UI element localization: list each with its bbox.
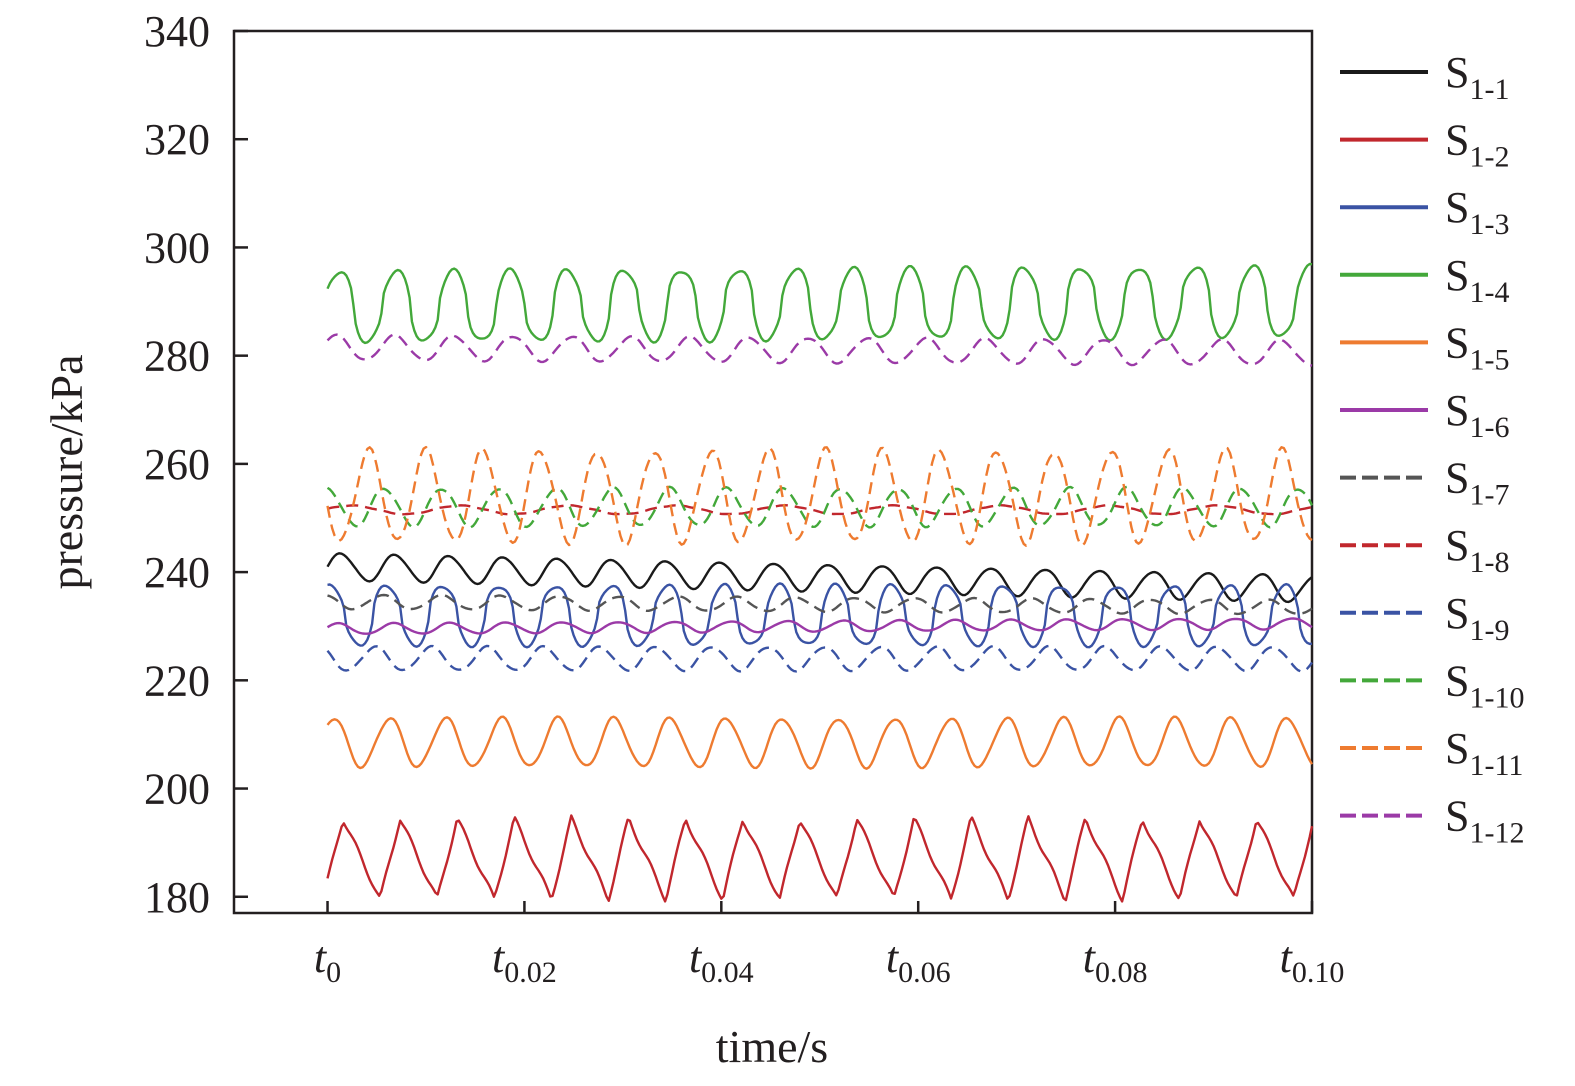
series-lines [326, 262, 1314, 903]
x-tick-label: t0.10 [1280, 933, 1345, 989]
legend-label: S1-10 [1445, 656, 1524, 714]
series-line-1-6 [326, 617, 1313, 635]
plot-frame [232, 29, 1314, 915]
series-line-1-11 [326, 445, 1313, 547]
legend-label: S1-3 [1445, 183, 1509, 241]
x-tick-label: t0.04 [689, 933, 754, 989]
legend-label: S1-2 [1445, 116, 1509, 174]
series-line-1-4 [326, 262, 1313, 345]
x-tick-label: t0.08 [1083, 933, 1148, 989]
legend-label: S1-12 [1445, 792, 1524, 850]
x-tick-label: t0.02 [492, 933, 557, 989]
y-axis-ticks: 180 200 220 240 260 280 300 320 340 [144, 7, 248, 922]
y-tick-label: 280 [144, 332, 210, 381]
y-tick-label: 220 [144, 656, 210, 705]
y-tick-label: 240 [144, 548, 210, 597]
series-line-1-9 [326, 644, 1313, 673]
legend-label: S1-9 [1445, 589, 1509, 647]
legend-label: S1-5 [1445, 318, 1509, 376]
x-axis-ticks: t0 t0.02 t0.04 t0.06 t0.08 t0.10 [314, 901, 1344, 989]
y-tick-label: 340 [144, 7, 210, 56]
legend: S1-1 S1-2 S1-3 S1-4 S1-5 S1-6 S1-7 S1-8 S1-9 S1-1… [1340, 48, 1524, 850]
y-tick-label: 300 [144, 223, 210, 272]
legend-label: S1-4 [1445, 251, 1509, 309]
legend-label: S1-7 [1445, 454, 1509, 512]
y-tick-label: 200 [144, 765, 210, 814]
series-line-1-8 [327, 504, 1313, 516]
x-tick-label: t0 [314, 933, 341, 989]
series-line-1-3 [327, 582, 1313, 649]
legend-label: S1-6 [1445, 386, 1509, 444]
legend-label: S1-1 [1445, 48, 1509, 106]
series-line-1-1 [326, 552, 1313, 604]
series-line-1-2 [326, 814, 1314, 903]
x-axis-title: time/s [716, 1021, 828, 1072]
y-axis-title: pressure/kPa [41, 354, 92, 589]
series-line-1-10 [326, 485, 1314, 529]
legend-label: S1-8 [1445, 521, 1509, 579]
series-line-1-12 [326, 333, 1313, 367]
x-tick-label: t0.06 [886, 933, 951, 989]
y-tick-label: 180 [144, 873, 210, 922]
y-tick-label: 320 [144, 115, 210, 164]
legend-label: S1-11 [1445, 724, 1523, 782]
series-line-1-5 [326, 715, 1314, 770]
series-line-1-7 [327, 593, 1313, 616]
y-tick-label: 260 [144, 440, 210, 489]
